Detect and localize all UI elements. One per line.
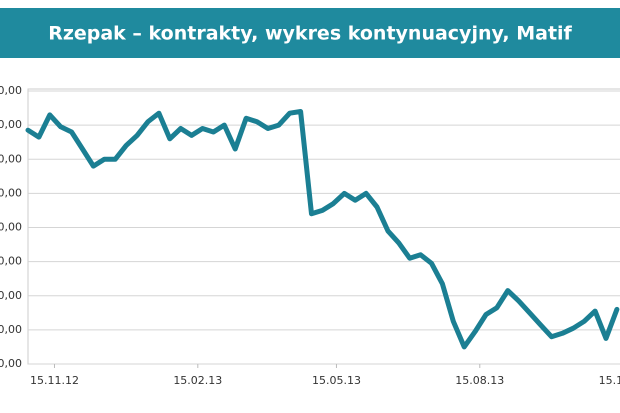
y-tick-label: 360,00 [0,323,22,336]
y-tick-label: 440,00 [0,186,22,199]
plot-area [27,88,620,365]
x-tick-label: 15.08.13 [455,374,504,387]
x-tick-label: 15.02.13 [173,374,222,387]
x-tick-label: 15.11.13 [599,374,620,387]
y-tick-label: 420,00 [0,221,22,234]
y-tick-label: 340,00 [0,357,22,370]
y-tick-label: 400,00 [0,255,22,268]
x-tick-label: 15.11.12 [30,374,79,387]
y-tick-label: 380,00 [0,289,22,302]
x-tick-label: 15.05.13 [312,374,361,387]
chart-title: Rzepak – kontrakty, wykres kontynuacyjny… [48,23,572,45]
y-tick-label: 500,00 [0,84,22,97]
line [25,109,620,350]
y-tick-label: 480,00 [0,118,22,131]
title-bar [0,8,620,58]
y-tick-label: 460,00 [0,152,22,165]
